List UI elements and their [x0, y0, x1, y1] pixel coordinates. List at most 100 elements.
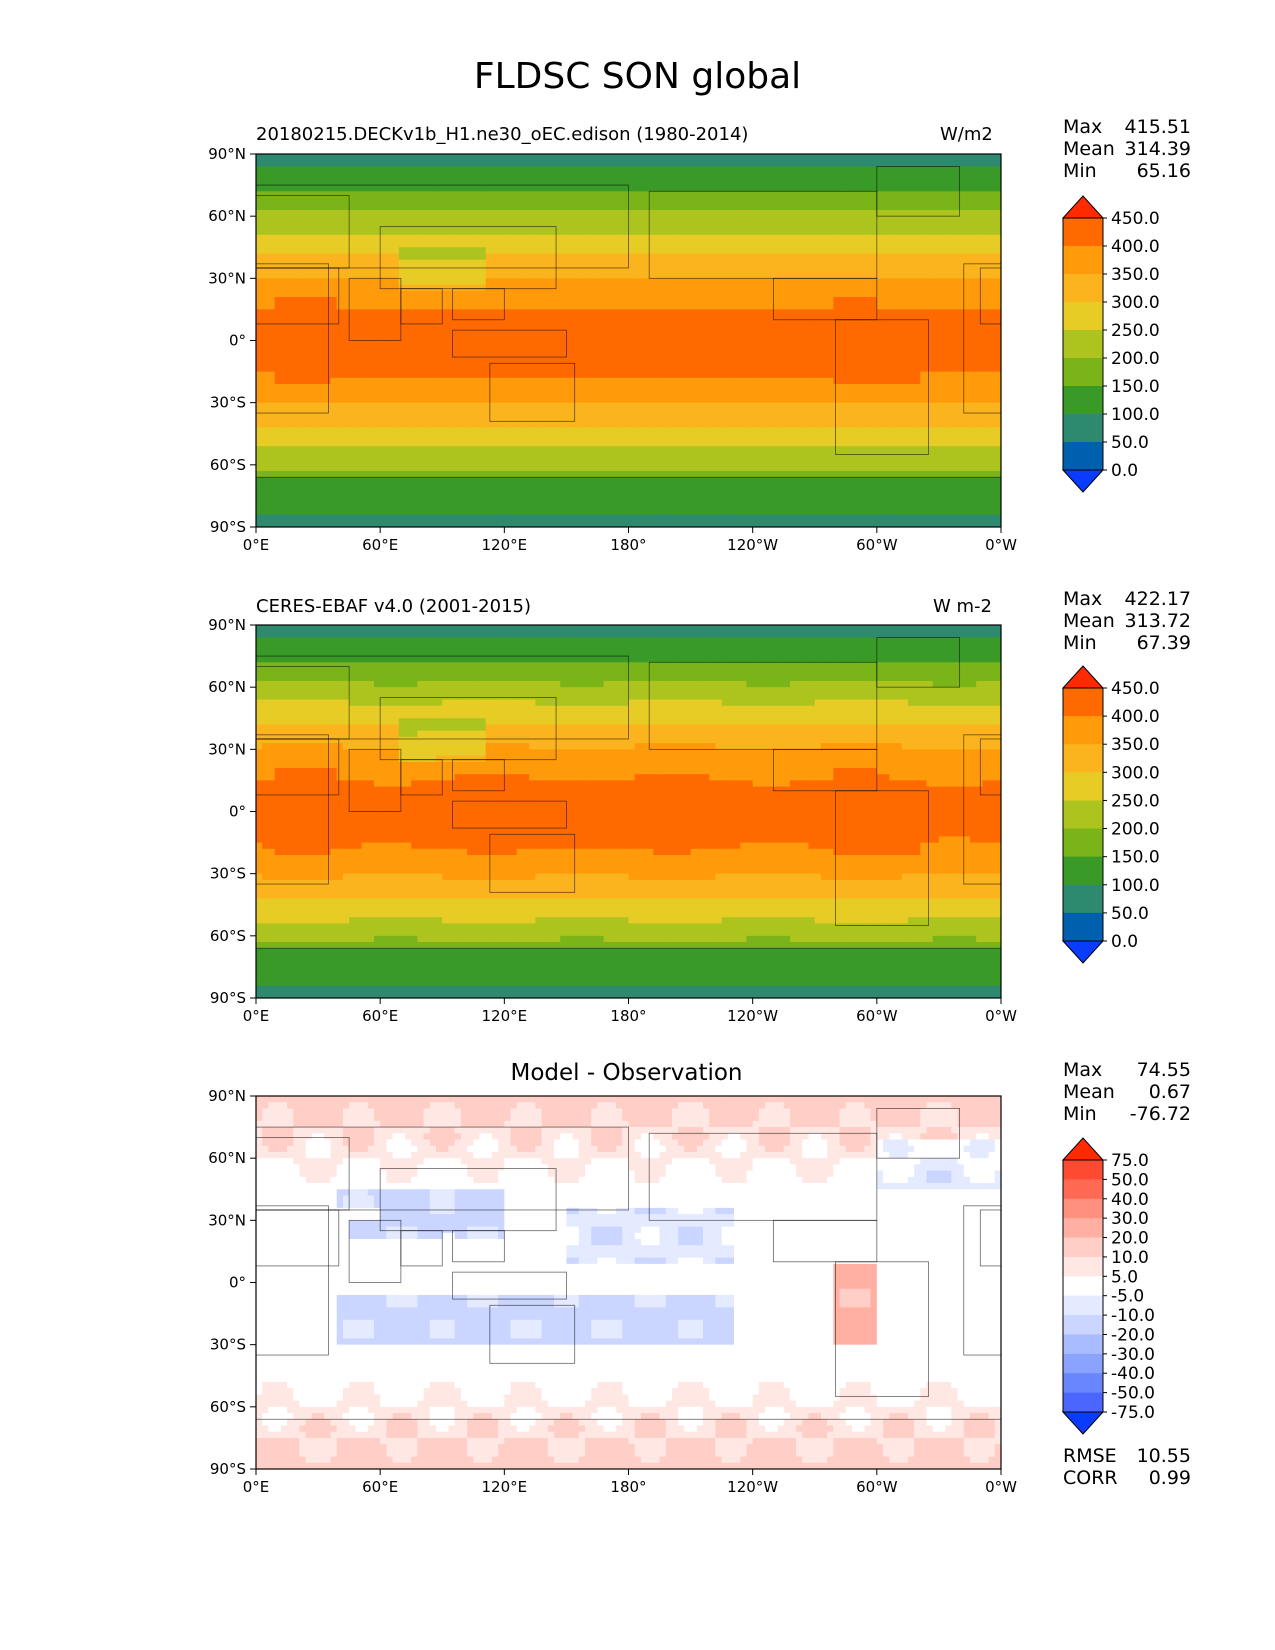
field-cell: [455, 309, 462, 316]
field-cell: [306, 253, 313, 260]
field-cell: [635, 359, 642, 366]
field-cell: [715, 179, 722, 186]
field-cell: [728, 210, 735, 217]
field-cell: [790, 359, 797, 366]
field-cell: [616, 229, 623, 236]
field-cell: [566, 303, 573, 310]
field-cell: [256, 210, 263, 217]
field-cell: [982, 173, 989, 180]
field-cell: [945, 378, 952, 385]
field-cell: [560, 303, 567, 310]
field-cell: [945, 229, 952, 236]
field-cell: [535, 309, 542, 316]
field-cell: [914, 328, 921, 335]
field-cell: [734, 285, 741, 292]
field-cell: [380, 309, 387, 316]
field-cell: [349, 384, 356, 391]
field-cell: [293, 247, 300, 254]
mean-label: Mean: [1063, 1081, 1115, 1103]
field-cell: [504, 154, 511, 161]
field-cell: [734, 247, 741, 254]
field-cell: [778, 191, 785, 198]
field-cell: [461, 160, 468, 167]
field-cell: [281, 384, 288, 391]
field-cell: [355, 229, 362, 236]
field-cell: [796, 253, 803, 260]
field-cell: [958, 241, 965, 248]
field-cell: [386, 309, 393, 316]
field-cell: [362, 222, 369, 229]
field-cell: [840, 291, 847, 298]
field-cell: [405, 303, 412, 310]
field-cell: [299, 322, 306, 329]
field-cell: [343, 210, 350, 217]
field-cell: [833, 396, 840, 403]
field-cell: [672, 154, 679, 161]
field-cell: [771, 303, 778, 310]
field-cell: [616, 322, 623, 329]
field-cell: [504, 365, 511, 372]
field-cell: [529, 191, 536, 198]
field-cell: [312, 285, 319, 292]
field-cell: [989, 334, 996, 341]
field-cell: [554, 341, 561, 348]
field-cell: [765, 204, 772, 211]
field-cell: [380, 229, 387, 236]
field-cell: [331, 253, 338, 260]
field-cell: [585, 297, 592, 304]
field-cell: [641, 285, 648, 292]
field-cell: [312, 204, 319, 211]
field-cell: [610, 229, 617, 236]
field-cell: [895, 285, 902, 292]
field-cell: [703, 179, 710, 186]
field-cell: [597, 322, 604, 329]
field-cell: [790, 378, 797, 385]
field-cell: [678, 347, 685, 354]
field-cell: [833, 328, 840, 335]
field-cell: [945, 272, 952, 279]
field-cell: [635, 334, 642, 341]
field-cell: [982, 359, 989, 366]
field-cell: [728, 253, 735, 260]
field-cell: [864, 229, 871, 236]
field-cell: [337, 216, 344, 223]
field-cell: [517, 210, 524, 217]
field-cell: [715, 198, 722, 205]
panel-1-stats: Max 415.51 Mean 314.39 Min 65.16: [1063, 116, 1191, 182]
field-cell: [411, 191, 418, 198]
field-cell: [380, 297, 387, 304]
field-cell: [293, 396, 300, 403]
field-cell: [864, 297, 871, 304]
field-cell: [778, 347, 785, 354]
field-cell: [256, 341, 263, 348]
field-cell: [424, 222, 431, 229]
field-cell: [964, 191, 971, 198]
field-cell: [318, 353, 325, 360]
field-cell: [374, 253, 381, 260]
field-cell: [691, 359, 698, 366]
field-cell: [771, 359, 778, 366]
field-cell: [535, 328, 542, 335]
field-cell: [480, 247, 487, 254]
field-cell: [684, 396, 691, 403]
field-cell: [324, 166, 331, 173]
field-cell: [529, 272, 536, 279]
field-cell: [331, 198, 338, 205]
field-cell: [715, 291, 722, 298]
field-cell: [492, 328, 499, 335]
field-cell: [982, 191, 989, 198]
field-cell: [337, 173, 344, 180]
field-cell: [331, 241, 338, 248]
field-cell: [498, 160, 505, 167]
field-cell: [417, 347, 424, 354]
field-cell: [511, 390, 518, 397]
field-cell: [299, 285, 306, 292]
field-cell: [355, 341, 362, 348]
field-cell: [610, 378, 617, 385]
field-cell: [778, 390, 785, 397]
field-cell: [486, 278, 493, 285]
field-cell: [355, 173, 362, 180]
field-cell: [703, 334, 710, 341]
field-cell: [989, 241, 996, 248]
field-cell: [784, 260, 791, 267]
